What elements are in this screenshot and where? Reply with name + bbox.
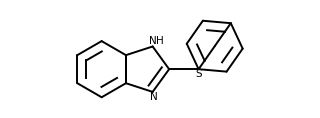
Text: N: N: [150, 92, 157, 102]
Text: S: S: [196, 69, 203, 79]
Text: N: N: [149, 36, 156, 46]
Text: H: H: [156, 36, 164, 46]
